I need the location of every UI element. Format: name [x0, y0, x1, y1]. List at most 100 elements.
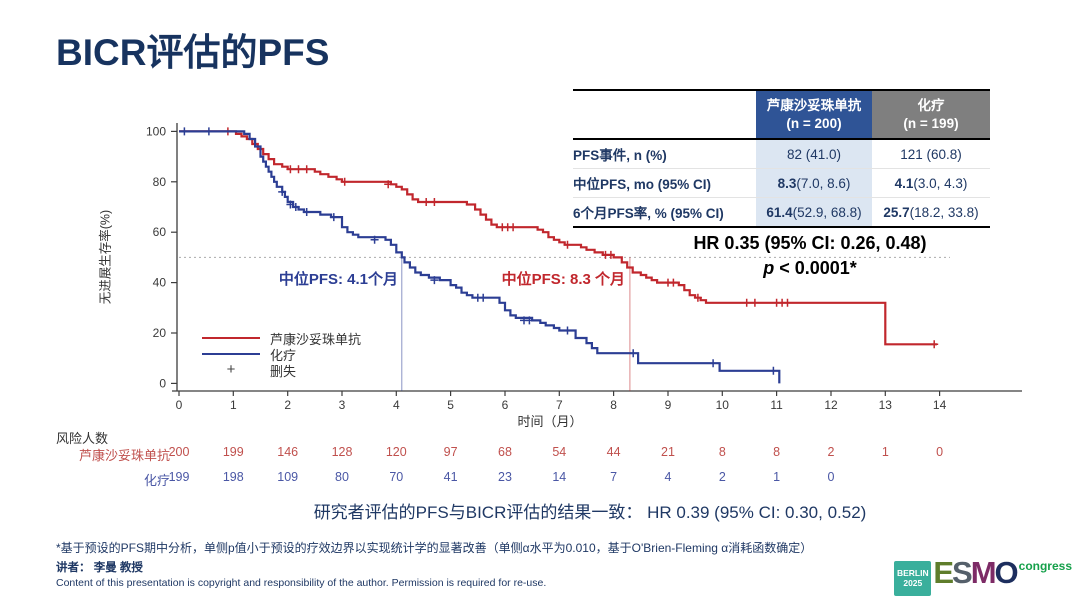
x-tick-label: 10 [716, 398, 730, 412]
x-tick-label: 4 [393, 398, 400, 412]
x-tick-label: 13 [879, 398, 893, 412]
risk-count: 200 [168, 445, 190, 459]
risk-count: 97 [443, 445, 458, 459]
cell: 82 (41.0) [756, 140, 872, 169]
censor-marks-chemo [180, 127, 778, 375]
legend-label: 删失 [270, 363, 297, 379]
risk-table-title: 风险人数 [56, 431, 109, 446]
speaker-credit: 讲者： 李曼 教授 [56, 562, 143, 574]
cell: 61.4 (52.9, 68.8) [756, 198, 872, 227]
cell: 4.1 (3.0, 4.3) [894, 175, 968, 191]
censor-marks-treatment [223, 127, 939, 349]
congress-wordmark: congress [1018, 559, 1072, 573]
risk-count: 7 [610, 470, 618, 484]
summary-table: 芦康沙妥珠单抗 (n = 200) 化疗 (n = 199) PFS事件, n … [573, 89, 990, 229]
x-tick-label: 12 [824, 398, 838, 412]
y-tick-label: 100 [146, 124, 166, 138]
cell: 25.7 (18.2, 33.8) [883, 204, 979, 220]
risk-count: 1 [773, 470, 781, 484]
risk-count: 109 [277, 470, 299, 484]
row-label: 中位PFS, mo (95% CI) [573, 177, 712, 193]
risk-count: 68 [498, 445, 512, 459]
x-tick-label: 1 [230, 398, 237, 412]
summary-table-header: 芦康沙妥珠单抗 (n = 200) 化疗 (n = 199) [573, 91, 990, 141]
berlin-2025-badge: BERLIN 2025 [894, 561, 932, 596]
legend-item-chemo: 化疗 [202, 346, 361, 363]
legend: 芦康沙妥珠单抗 化疗 + 删失 [202, 330, 362, 379]
risk-count: 199 [168, 470, 190, 484]
risk-count: 2 [718, 470, 726, 484]
risk-count: 54 [552, 445, 567, 459]
cell: 8.3 (7.0, 8.6) [756, 169, 872, 198]
table-row: 中位PFS, mo (95% CI) 8.3 (7.0, 8.6) 4.1 (3… [573, 168, 990, 198]
x-tick-label: 6 [502, 398, 509, 412]
x-tick-label: 0 [176, 398, 183, 412]
esmo-congress-logo: BERLIN 2025 ESMO congress [894, 555, 1072, 596]
chemo-n: (n = 199) [903, 115, 959, 131]
hazard-ratio-annotation: HR 0.35 (95% CI: 0.26, 0.48) p < 0.0001* [620, 231, 1000, 281]
plus-icon: + [226, 361, 236, 378]
x-axis-label: 时间（月） [517, 414, 583, 429]
legend-item-treatment: 芦康沙妥珠单抗 [202, 330, 362, 347]
hr-line: HR 0.35 (95% CI: 0.26, 0.48) [693, 233, 927, 253]
legend-label: 化疗 [270, 347, 297, 363]
x-tick-label: 7 [556, 398, 563, 412]
risk-count: 44 [606, 445, 621, 459]
red-line-swatch [202, 337, 260, 339]
treatment-n: (n = 200) [786, 115, 842, 131]
risk-row-label-chemo: 化疗 [143, 473, 170, 488]
legend-label: 芦康沙妥珠单抗 [270, 331, 362, 347]
risk-count: 8 [773, 445, 781, 459]
esmo-letters: ESMO [933, 555, 1018, 590]
footnote: *基于预设的PFS期中分析，单侧p值小于预设的疗效边界以实现统计学的显著改善（单… [56, 541, 813, 555]
risk-count: 41 [443, 470, 458, 484]
risk-count: 4 [664, 470, 672, 484]
legend-item-censored: + 删失 [202, 361, 361, 379]
risk-count: 146 [277, 445, 299, 459]
treatment-column-header: 芦康沙妥珠单抗 (n = 200) [756, 91, 872, 139]
risk-count: 70 [389, 470, 404, 484]
risk-count: 128 [331, 445, 353, 459]
x-tick-label: 8 [610, 398, 617, 412]
axes [172, 123, 1022, 392]
risk-count: 198 [222, 470, 244, 484]
median-pfs-annotation-treatment: 中位PFS: 8.3 个月 [501, 271, 625, 288]
risk-count: 199 [222, 445, 244, 459]
risk-count: 21 [661, 445, 675, 459]
x-tick-label: 5 [447, 398, 454, 412]
x-tick-label: 11 [770, 398, 783, 412]
x-tick-label: 14 [933, 398, 947, 412]
risk-count: 120 [385, 445, 407, 459]
copyright-notice: Content of this presentation is copyrigh… [56, 577, 547, 589]
risk-count: 0 [827, 470, 835, 484]
x-tick-label: 2 [284, 398, 291, 412]
risk-count: 80 [335, 470, 349, 484]
cell: 121 (60.8) [900, 146, 962, 162]
y-tick-label: 40 [153, 276, 167, 290]
empty-header-cell [573, 91, 756, 138]
x-tick-label: 3 [339, 398, 346, 412]
treatment-name: 芦康沙妥珠单抗 [766, 98, 862, 113]
investigator-consistency-statement: 研究者评估的PFS与BICR评估的结果一致： HR 0.39 (95% CI: … [313, 503, 867, 522]
blue-line-swatch [202, 353, 260, 355]
p-value-line: p < 0.0001* [763, 258, 857, 279]
risk-count: 2 [827, 445, 835, 459]
y-tick-label: 0 [159, 376, 166, 390]
risk-count: 8 [718, 445, 726, 459]
chemo-name: 化疗 [917, 98, 945, 113]
km-curve-chemo [179, 130, 781, 384]
table-row: PFS事件, n (%) 82 (41.0) 121 (60.8) [573, 140, 990, 169]
y-tick-label: 80 [153, 175, 167, 189]
y-tick-label: 20 [153, 326, 167, 340]
km-curve-treatment [179, 130, 937, 346]
risk-row-label-treatment: 芦康沙妥珠单抗 [78, 448, 170, 463]
y-axis-label: 无进展生存率(%) [98, 209, 113, 305]
row-label: PFS事件, n (%) [573, 148, 667, 164]
risk-count: 14 [552, 470, 567, 484]
risk-count: 23 [498, 470, 512, 484]
x-tick-label: 9 [665, 398, 672, 412]
page-title: BICR评估的PFS [56, 32, 330, 73]
y-tick-label: 60 [153, 225, 167, 239]
